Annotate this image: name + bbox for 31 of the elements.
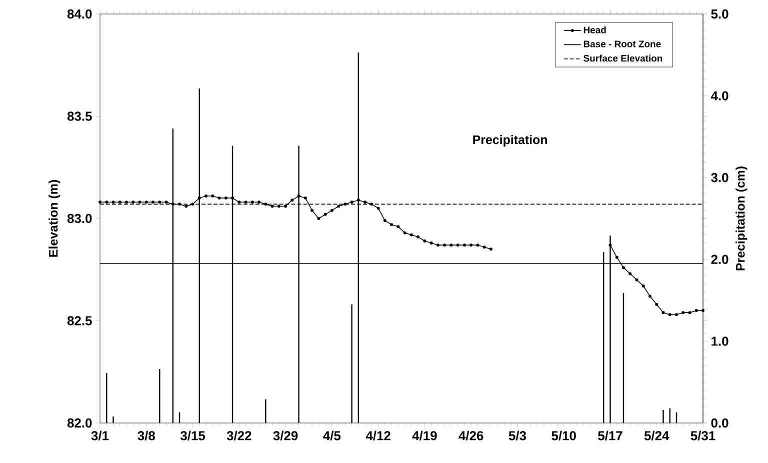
x-tick-label: 3/15: [180, 430, 206, 440]
y-tick-label: 84.0: [67, 9, 92, 19]
x-tick-label: 5/3: [508, 430, 526, 440]
x-tick-label: 4/12: [366, 430, 390, 440]
x-tick-label: 3/22: [226, 430, 252, 440]
y-tick-label: 83.5: [67, 112, 92, 121]
y2-tick-label: 4.0: [710, 91, 728, 100]
x-tick-label: 3/8: [138, 430, 155, 440]
y-axis-title: Elevation (m): [48, 180, 60, 257]
x-tick-label: 3/1: [91, 430, 109, 440]
legend-label: Surface Elevation: [584, 54, 662, 62]
x-tick-label: 4/5: [323, 430, 341, 440]
annotation: Precipitation: [473, 134, 547, 147]
x-tick-label: 5/17: [598, 430, 622, 440]
y2-tick-label: 1.0: [712, 336, 728, 346]
legend-label: Head: [584, 26, 606, 34]
y2-tick-label: 0.0: [711, 418, 728, 428]
y-tick-label: 82.5: [67, 316, 92, 326]
y2-tick-label: 2.0: [711, 254, 728, 264]
y2-axis-title: Precipitation (cm): [736, 166, 748, 270]
x-tick-label: 5/24: [644, 430, 670, 440]
y2-tick-label: 5.0: [711, 9, 728, 19]
legend-label: Base - Root Zone: [584, 40, 661, 48]
y-tick-label: 82.0: [67, 418, 92, 428]
y2-tick-label: 3.0: [711, 173, 728, 182]
x-tick-label: 4/19: [412, 430, 437, 440]
y-tick-label: 83.0: [67, 214, 92, 224]
x-tick-label: 4/26: [458, 430, 484, 440]
x-tick-label: 3/29: [273, 430, 298, 440]
x-tick-label: 5/31: [690, 430, 716, 440]
x-tick-label: 5/10: [552, 430, 576, 440]
